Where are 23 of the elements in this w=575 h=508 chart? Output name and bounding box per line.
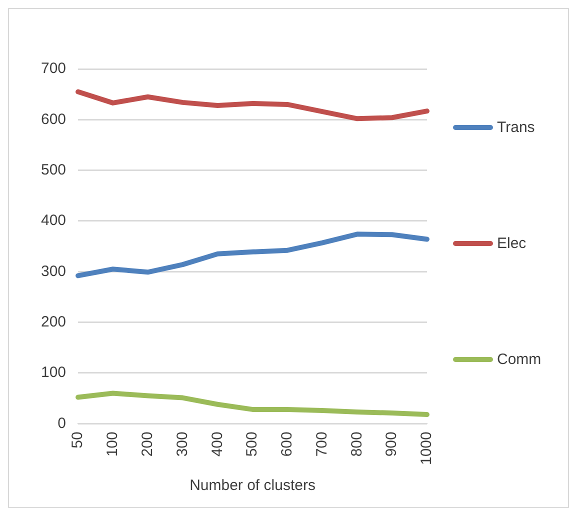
x-tick-label: 900 xyxy=(383,432,400,457)
y-tick-label: 100 xyxy=(40,364,66,382)
legend-label: Trans xyxy=(497,118,535,136)
y-tick-label: 0 xyxy=(58,414,66,432)
x-tick-label: 200 xyxy=(138,432,156,457)
x-tick-label: 1000 xyxy=(418,432,436,466)
x-tick-label: 700 xyxy=(313,432,330,457)
y-tick-label: 500 xyxy=(40,161,66,178)
x-tick-label: 100 xyxy=(104,432,122,457)
x-tick-label: 800 xyxy=(348,432,366,457)
x-axis-title: Number of clusters xyxy=(190,477,316,494)
y-tick-label: 400 xyxy=(40,212,66,230)
y-tick-label: 600 xyxy=(40,110,66,128)
y-tick-label: 200 xyxy=(40,313,66,330)
x-tick-label: 400 xyxy=(208,432,226,457)
legend-label: Elec xyxy=(497,234,526,252)
y-tick-label: 300 xyxy=(40,262,66,280)
legend-label: Comm xyxy=(497,350,542,368)
x-tick-label: 50 xyxy=(69,432,86,448)
x-tick-label: 600 xyxy=(278,432,296,457)
x-tick-label: 300 xyxy=(174,432,191,457)
x-tick-label: 500 xyxy=(244,432,261,457)
y-tick-label: 700 xyxy=(40,60,66,78)
